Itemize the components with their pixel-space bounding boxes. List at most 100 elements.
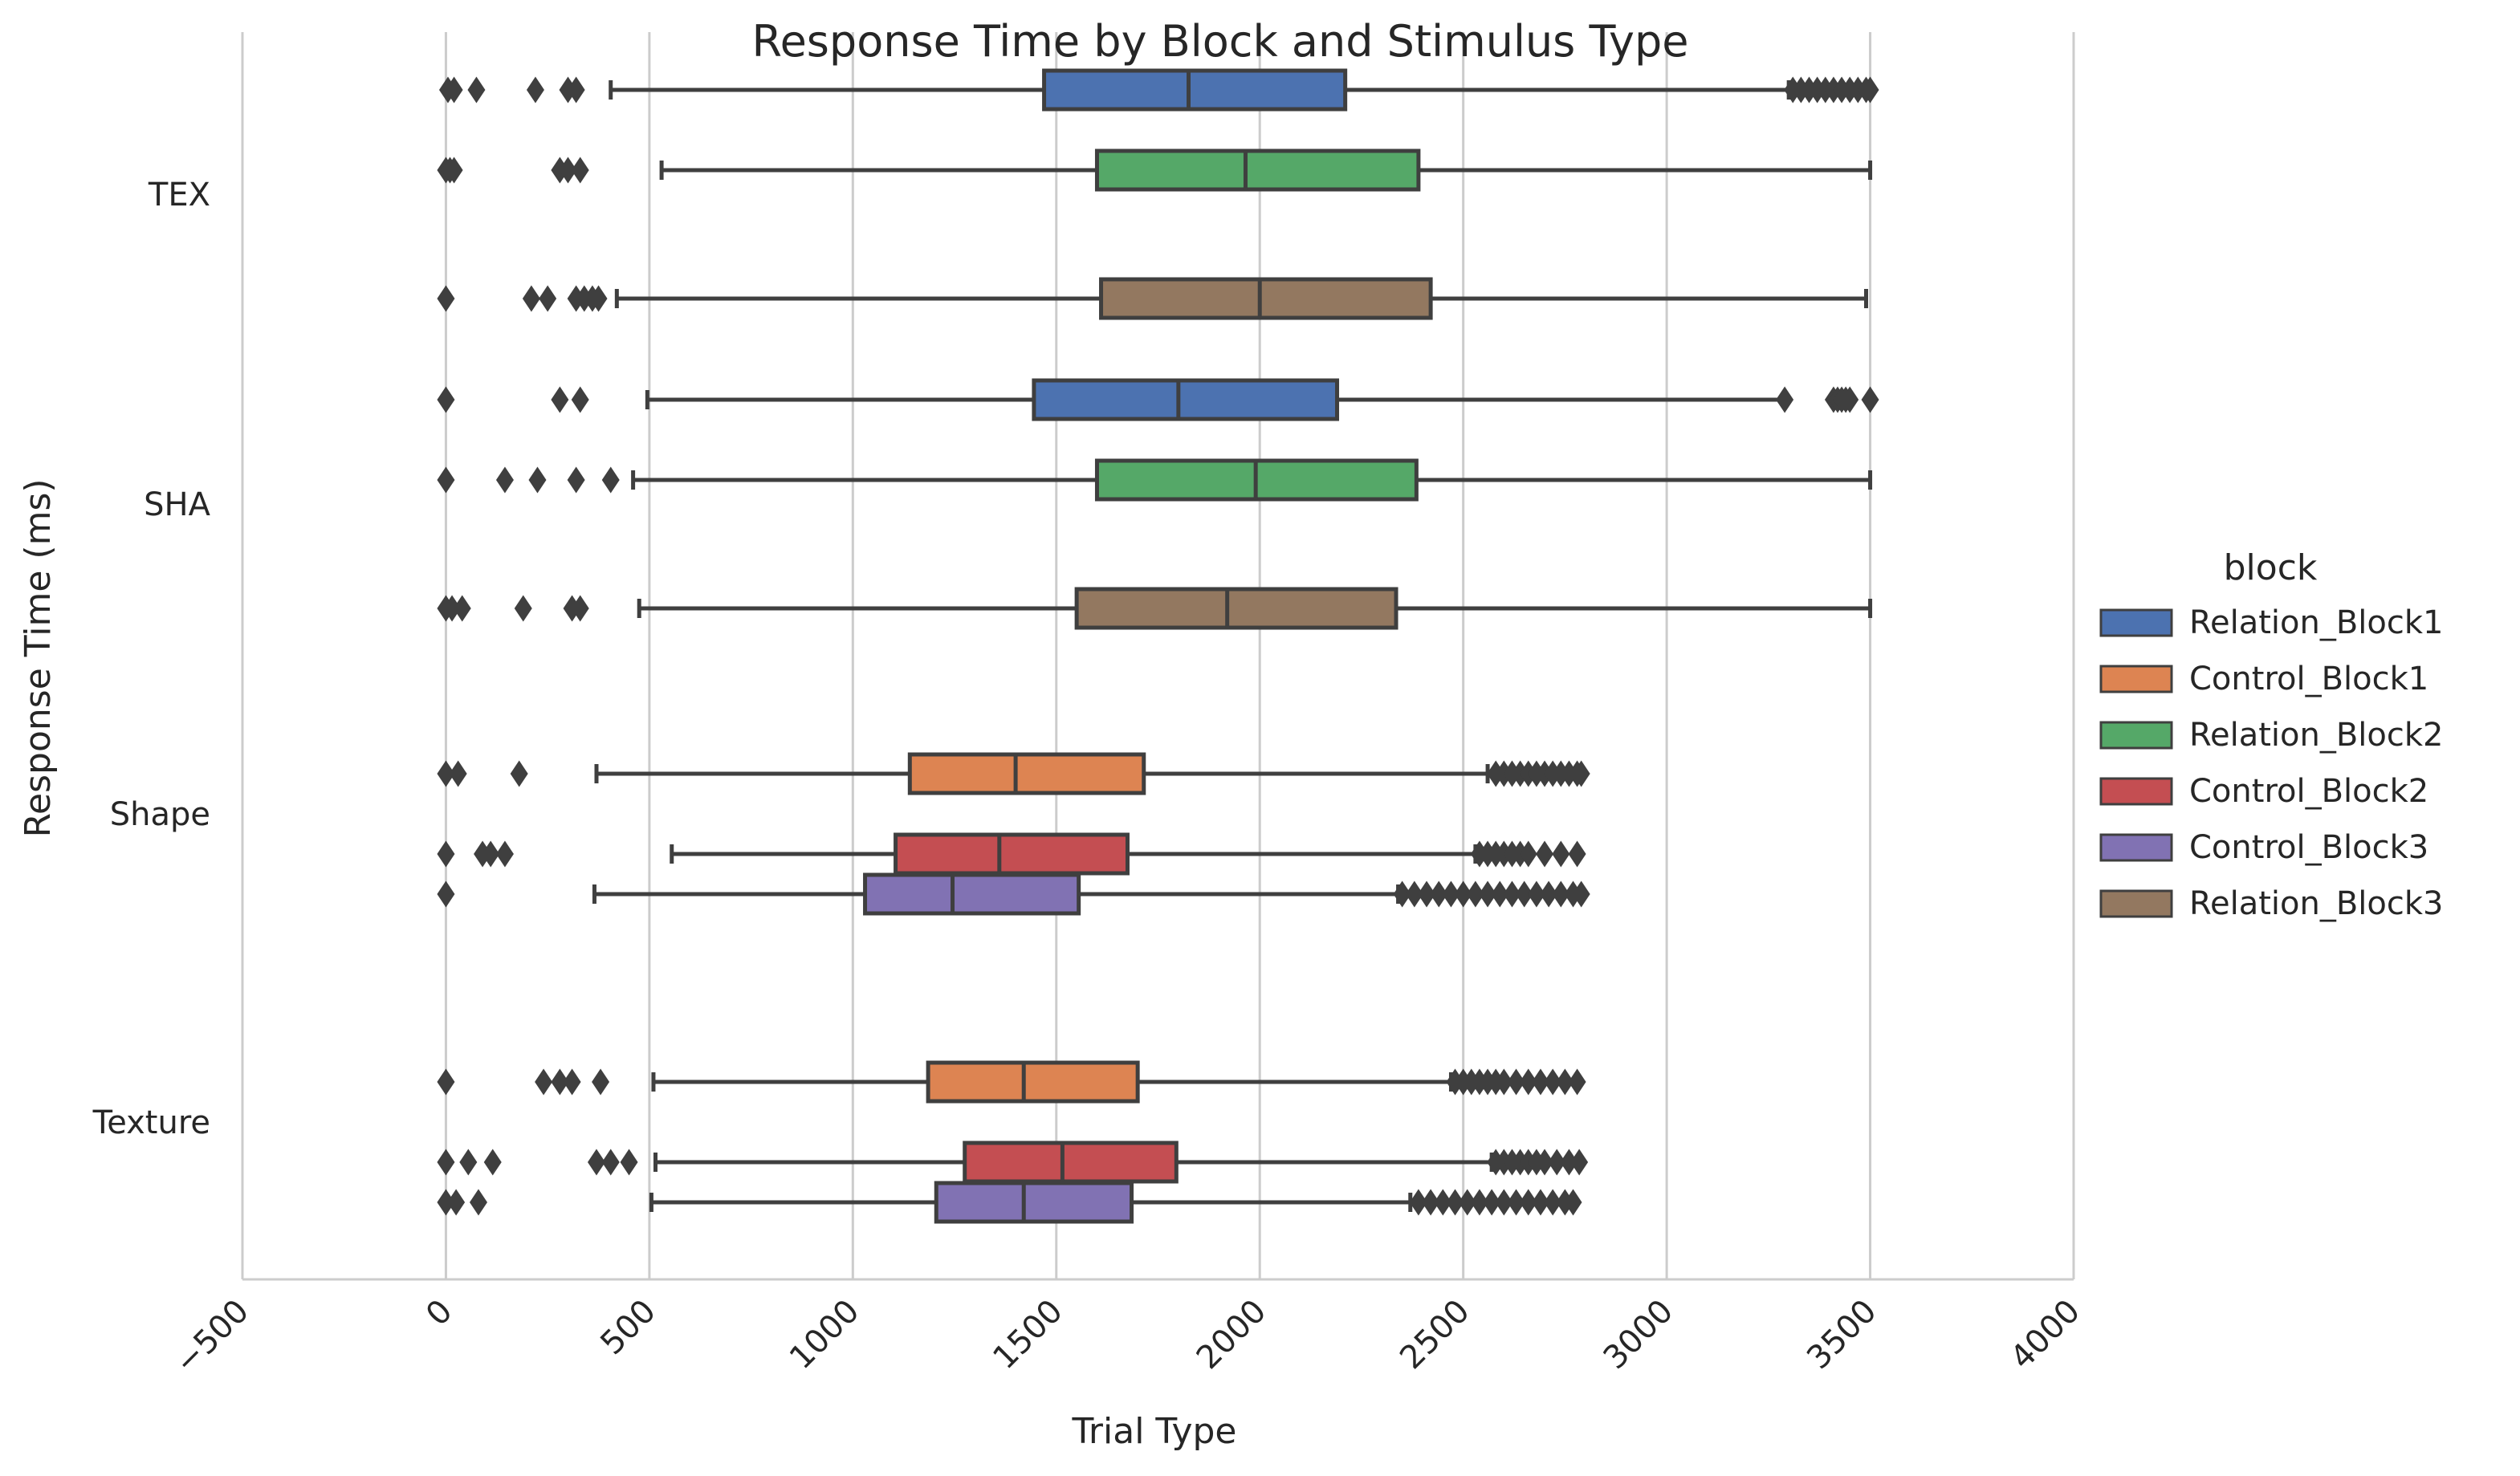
x-tick-label: −500 bbox=[168, 1293, 256, 1381]
outlier-point bbox=[437, 1149, 455, 1176]
y-axis-label: Response Time (ms) bbox=[18, 478, 59, 837]
legend-swatch bbox=[2099, 777, 2173, 806]
legend-entry: Control_Block1 bbox=[2099, 661, 2428, 697]
legend-entry: Relation_Block1 bbox=[2099, 604, 2443, 641]
outlier-point bbox=[453, 595, 471, 622]
iqr-box bbox=[863, 872, 1081, 916]
outlier-point bbox=[589, 285, 608, 312]
box-control-block2 bbox=[437, 1141, 1589, 1184]
outlier-point bbox=[1495, 1068, 1513, 1096]
iqr-box bbox=[907, 752, 1146, 795]
outlier-point bbox=[620, 1149, 638, 1176]
x-tick-label: 3500 bbox=[1800, 1293, 1884, 1377]
legend-entry: Control_Block3 bbox=[2099, 829, 2428, 866]
outlier-point bbox=[437, 840, 455, 868]
x-tick-label: 0 bbox=[419, 1293, 460, 1334]
outlier-point bbox=[443, 595, 462, 622]
outlier-point bbox=[467, 76, 486, 104]
outlier-point bbox=[1544, 1189, 1562, 1216]
iqr-box bbox=[926, 1060, 1140, 1104]
outlier-point bbox=[1531, 1068, 1549, 1096]
outlier-point bbox=[1434, 1189, 1452, 1216]
x-tick-label: 4000 bbox=[2004, 1293, 2088, 1377]
y-tick-label: Texture bbox=[92, 1104, 210, 1141]
outlier-point bbox=[1503, 880, 1521, 908]
outlier-point bbox=[535, 1068, 553, 1096]
outlier-point bbox=[1572, 760, 1590, 787]
outlier-point bbox=[1515, 880, 1533, 908]
outlier-point bbox=[459, 1149, 478, 1176]
x-tick-label: 2000 bbox=[1190, 1293, 1274, 1377]
box-control-block2 bbox=[437, 832, 1586, 876]
iqr-box bbox=[1099, 277, 1433, 320]
box-control-block1 bbox=[437, 1060, 1586, 1104]
outlier-point bbox=[1536, 1149, 1554, 1176]
outlier-point bbox=[601, 1149, 620, 1176]
outlier-point bbox=[437, 466, 455, 494]
outlier-point bbox=[437, 880, 455, 908]
iqr-box bbox=[1094, 148, 1421, 192]
legend-swatch bbox=[2099, 665, 2173, 693]
outlier-point bbox=[437, 760, 455, 787]
outlier-point bbox=[1454, 880, 1472, 908]
legend-swatch bbox=[2099, 721, 2173, 750]
outlier-point bbox=[1442, 880, 1460, 908]
outlier-point bbox=[1570, 1149, 1589, 1176]
y-tick-label: TEX bbox=[148, 177, 210, 213]
outlier-point bbox=[1491, 880, 1509, 908]
outlier-point bbox=[1418, 880, 1436, 908]
box-relation-block1 bbox=[437, 378, 1879, 421]
outlier-point bbox=[1552, 880, 1570, 908]
iqr-box bbox=[934, 1181, 1134, 1224]
outlier-point bbox=[1544, 1068, 1562, 1096]
legend-swatch bbox=[2099, 889, 2173, 918]
x-tick-label: 1500 bbox=[986, 1293, 1070, 1377]
box-control-block3 bbox=[437, 872, 1590, 916]
legend-entry: Relation_Block3 bbox=[2099, 885, 2443, 922]
outlier-point bbox=[1470, 1189, 1488, 1216]
outlier-point bbox=[1405, 880, 1423, 908]
outlier-point bbox=[571, 386, 589, 413]
chart-title: Response Time by Block and Stimulus Type bbox=[751, 16, 1688, 67]
axes bbox=[241, 32, 2075, 1281]
outlier-point bbox=[1568, 1068, 1586, 1096]
outlier-point bbox=[483, 1149, 502, 1176]
iqr-box bbox=[894, 832, 1130, 876]
outlier-point bbox=[1466, 880, 1484, 908]
outlier-point bbox=[567, 76, 585, 104]
outlier-point bbox=[495, 840, 514, 868]
outlier-point bbox=[559, 157, 577, 184]
outlier-point bbox=[437, 285, 455, 312]
box-control-block3 bbox=[437, 1181, 1582, 1224]
outlier-point bbox=[528, 466, 547, 494]
legend: block Relation_Block1 Control_Block1 Relat… bbox=[2099, 547, 2443, 922]
outlier-point bbox=[539, 285, 557, 312]
outlier-point bbox=[1560, 1149, 1578, 1176]
outlier-point bbox=[447, 1189, 466, 1216]
outlier-point bbox=[526, 76, 544, 104]
x-tick-label: 2500 bbox=[1393, 1293, 1477, 1377]
outlier-point bbox=[522, 285, 540, 312]
box-relation-block3 bbox=[437, 587, 1873, 630]
legend-label: Control_Block1 bbox=[2189, 661, 2428, 697]
outlier-point bbox=[1495, 1189, 1513, 1216]
outlier-point bbox=[1531, 1189, 1549, 1216]
box-relation-block2 bbox=[437, 148, 1873, 192]
legend-entry: Relation_Block2 bbox=[2099, 717, 2443, 754]
outlier-point bbox=[1568, 840, 1586, 868]
box-control-block1 bbox=[437, 752, 1590, 795]
iqr-box bbox=[1074, 587, 1398, 630]
outlier-point bbox=[1519, 840, 1537, 868]
outlier-point bbox=[601, 466, 620, 494]
outlier-point bbox=[592, 1068, 610, 1096]
outlier-point bbox=[445, 76, 463, 104]
outlier-point bbox=[1507, 1068, 1525, 1096]
outlier-point bbox=[1507, 1189, 1525, 1216]
legend-swatch bbox=[2099, 833, 2173, 862]
outlier-point bbox=[445, 157, 463, 184]
legend-label: Control_Block3 bbox=[2189, 829, 2428, 866]
outlier-point bbox=[1861, 76, 1879, 104]
outlier-point bbox=[1479, 880, 1497, 908]
iqr-box bbox=[1042, 68, 1348, 112]
